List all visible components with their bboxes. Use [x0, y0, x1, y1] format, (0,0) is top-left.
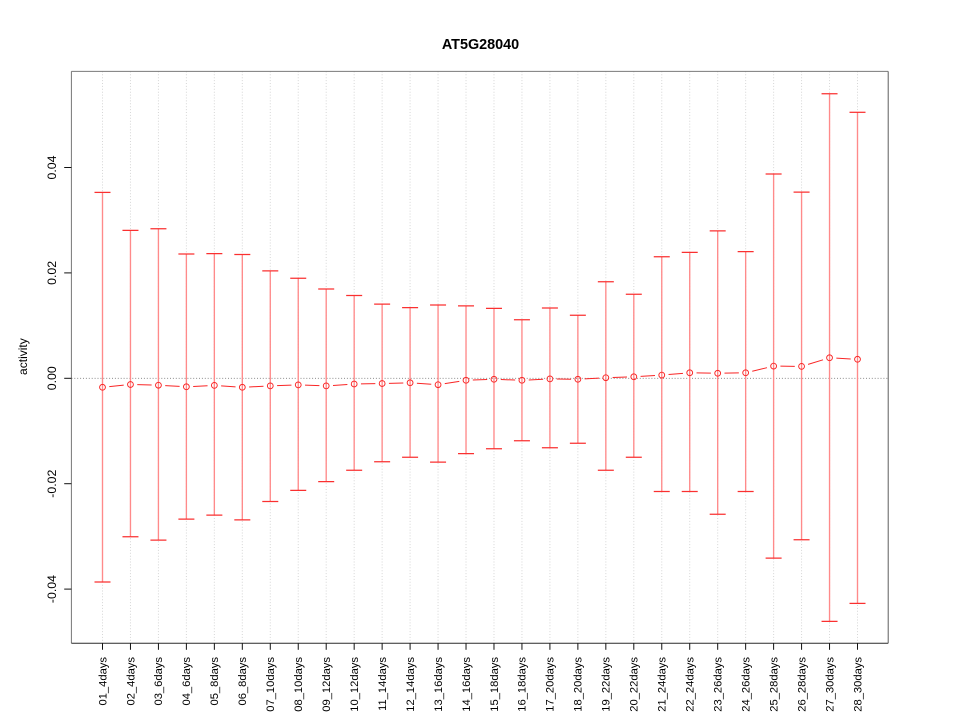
- svg-text:06_8days: 06_8days: [237, 657, 249, 706]
- svg-text:19_22days: 19_22days: [601, 657, 613, 712]
- svg-text:01_4days: 01_4days: [97, 657, 109, 706]
- svg-text:-0.04: -0.04: [45, 575, 59, 603]
- svg-text:11_14days: 11_14days: [377, 657, 389, 711]
- svg-text:AT5G28040: AT5G28040: [442, 37, 519, 53]
- svg-text:04_6days: 04_6days: [181, 657, 193, 706]
- svg-text:22_24days: 22_24days: [685, 657, 697, 712]
- svg-text:21_24days: 21_24days: [657, 657, 669, 712]
- svg-text:03_6days: 03_6days: [153, 657, 165, 706]
- svg-text:07_10days: 07_10days: [265, 657, 277, 712]
- svg-text:0.04: 0.04: [45, 155, 59, 179]
- svg-text:26_28days: 26_28days: [796, 657, 808, 712]
- svg-text:20_22days: 20_22days: [629, 657, 641, 712]
- svg-text:-0.02: -0.02: [45, 470, 59, 498]
- svg-text:10_12days: 10_12days: [349, 657, 361, 712]
- svg-text:28_30days: 28_30days: [852, 657, 864, 712]
- svg-text:08_10days: 08_10days: [293, 657, 305, 712]
- svg-text:23_26days: 23_26days: [712, 657, 724, 712]
- svg-text:14_16days: 14_16days: [461, 657, 473, 712]
- svg-text:activity: activity: [16, 338, 30, 375]
- svg-text:13_16days: 13_16days: [433, 657, 445, 712]
- svg-text:0.02: 0.02: [45, 261, 59, 285]
- svg-text:09_12days: 09_12days: [321, 657, 333, 712]
- svg-text:27_30days: 27_30days: [824, 657, 836, 712]
- svg-text:0.00: 0.00: [45, 366, 59, 390]
- svg-text:24_26days: 24_26days: [740, 657, 752, 712]
- svg-text:17_20days: 17_20days: [545, 657, 557, 712]
- svg-text:02_4days: 02_4days: [125, 657, 137, 706]
- svg-text:15_18days: 15_18days: [489, 657, 501, 712]
- svg-text:25_28days: 25_28days: [768, 657, 780, 712]
- svg-text:12_14days: 12_14days: [405, 657, 417, 712]
- svg-text:05_8days: 05_8days: [209, 657, 221, 706]
- svg-text:18_20days: 18_20days: [573, 657, 585, 712]
- svg-text:16_18days: 16_18days: [517, 657, 529, 712]
